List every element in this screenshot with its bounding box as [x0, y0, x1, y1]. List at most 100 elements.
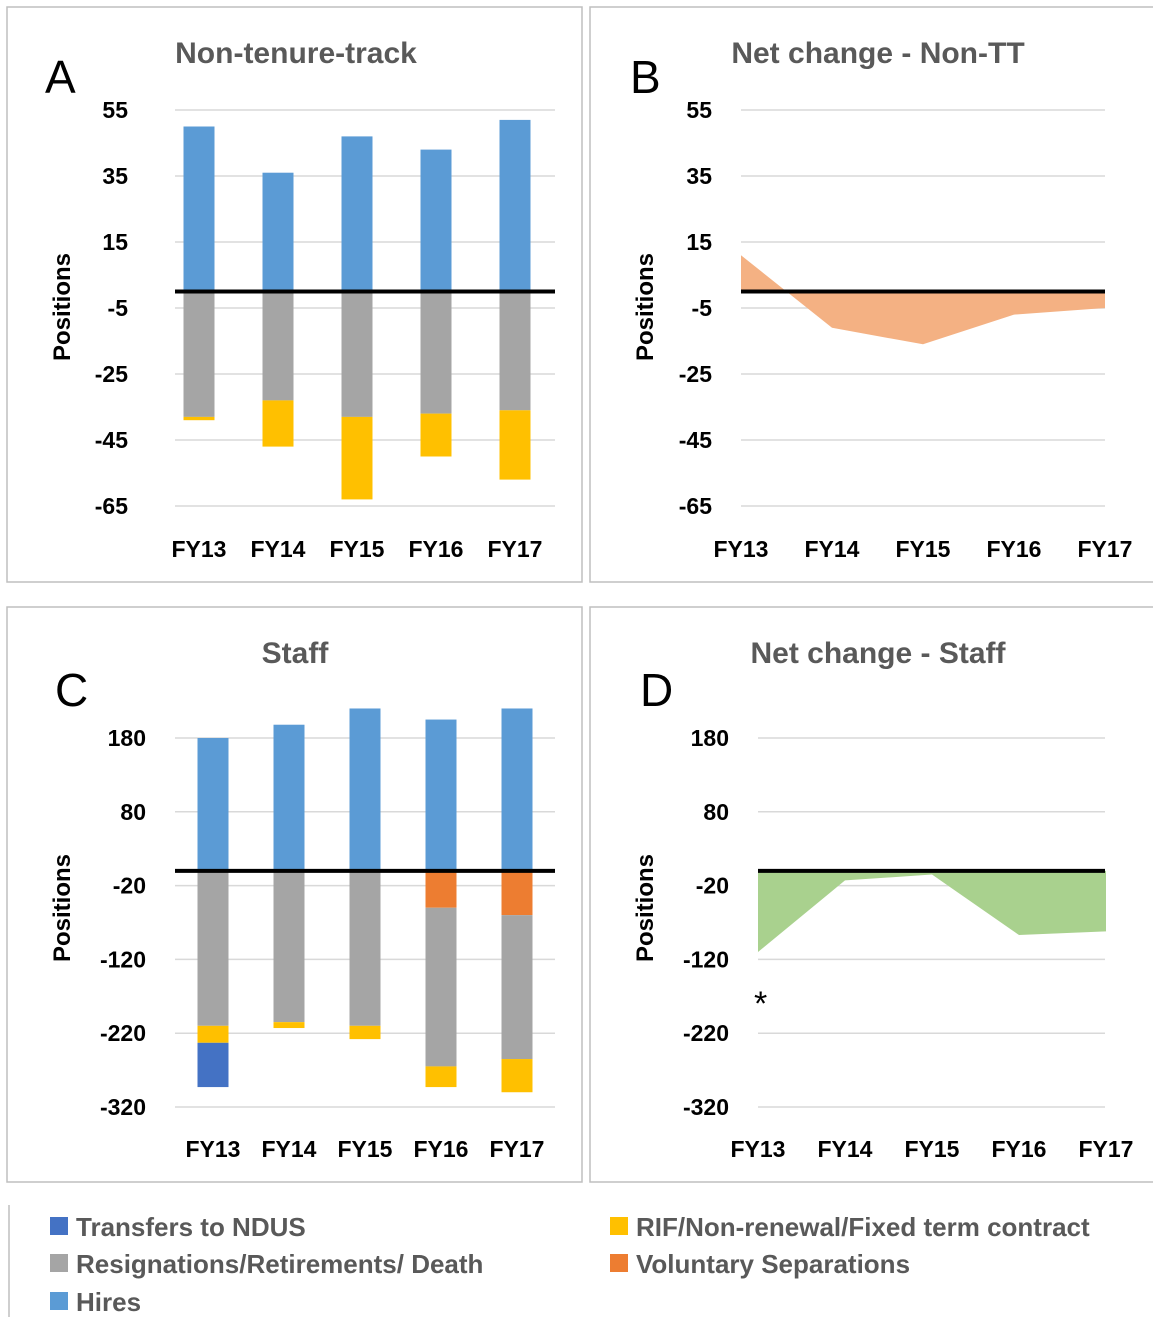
chart-a-xtick-label: FY14 [251, 536, 306, 562]
chart-a-xtick-label: FY16 [409, 536, 464, 562]
chart-a-ytick-label: -5 [108, 295, 129, 321]
chart-b-ytick-label: 15 [686, 229, 712, 255]
chart-a-ytick-label: -65 [95, 493, 128, 519]
chart-a-bar-resignations [499, 291, 531, 411]
chart-d-xtick-label: FY17 [1079, 1136, 1134, 1162]
chart-d-xtick-label: FY15 [905, 1136, 960, 1162]
chart-a-ylabel: Positions [49, 253, 76, 361]
chart-c-ytick-label: -120 [100, 946, 146, 972]
chart-c-bar-hires [197, 738, 229, 871]
panel-c-frame [6, 606, 583, 1183]
legend-swatch-rif [610, 1217, 628, 1235]
chart-c-ytick-label: -320 [100, 1094, 146, 1120]
chart-b-ytick-label: -45 [679, 427, 712, 453]
panel-a-frame [6, 6, 583, 583]
chart-b-xtick-label: FY13 [714, 536, 769, 562]
chart-c-xtick-label: FY16 [414, 1136, 469, 1162]
legend-label-voluntary: Voluntary Separations [636, 1249, 910, 1279]
chart-d-area [758, 870, 1106, 953]
legend-swatch-transfers [50, 1217, 68, 1235]
chart-c-bar-rif [197, 1025, 229, 1043]
chart-c-bar-resignations [501, 915, 533, 1060]
chart-c-bar-resignations [349, 870, 381, 1026]
chart-b-title: Net change - Non-TT [731, 37, 1024, 70]
chart-a-bar-rif [183, 416, 215, 421]
chart-c-bar-hires [273, 724, 305, 871]
legend-label-resignations: Resignations/Retirements/ Death [76, 1249, 483, 1279]
chart-b-ytick-label: -25 [679, 361, 712, 387]
chart-c-ytick-label: 180 [108, 725, 146, 751]
chart-c-ylabel: Positions [49, 854, 76, 962]
chart-d-ytick-label: -20 [696, 873, 729, 899]
chart-b-ytick-label: -65 [679, 493, 712, 519]
chart-a-xtick-label: FY17 [488, 536, 543, 562]
chart-c-bar-hires [425, 719, 457, 871]
chart-c-bar-rif [349, 1025, 381, 1040]
chart-a-plot: 55 35 15 -5 -25 -45 -65 FY13 FY14 FY15 FY16 FY17 [95, 97, 555, 562]
legend: Transfers to NDUS RIF/Non-renewal/Fixed t… [50, 1212, 1090, 1317]
chart-a-bar-rif [499, 410, 531, 480]
chart-a-ytick-label: 15 [102, 229, 128, 255]
chart-c-xtick-label: FY14 [262, 1136, 317, 1162]
chart-c-plot: 180 80 -20 -120 -220 -320 FY13 FY14 FY15 FY16 FY17 [100, 708, 555, 1162]
chart-c-xtick-label: FY17 [490, 1136, 545, 1162]
chart-a-ytick-label: -25 [95, 361, 128, 387]
chart-c-bar-rif [501, 1059, 533, 1093]
chart-d-xtick-label: FY13 [731, 1136, 786, 1162]
chart-a-title: Non-tenure-track [175, 37, 417, 70]
chart-c-bar-hires [349, 708, 381, 871]
chart-d-ytick-label: 80 [703, 799, 729, 825]
chart-d-ytick-label: -120 [683, 946, 729, 972]
chart-a-bar-rif [420, 413, 452, 457]
panel-letter-d: D [640, 664, 673, 716]
chart-a-bar-resignations [262, 291, 294, 401]
chart-d-ytick-label: -320 [683, 1094, 729, 1120]
chart-c-bar-resignations [425, 907, 457, 1067]
chart-c-bar-voluntary [425, 870, 457, 908]
chart-c-bar-resignations [273, 870, 305, 1023]
chart-b-ylabel: Positions [632, 253, 659, 361]
chart-c-bar-resignations [197, 870, 229, 1026]
chart-d-ytick-label: -220 [683, 1020, 729, 1046]
chart-c-bar-rif [425, 1066, 457, 1088]
legend-swatch-resignations [50, 1254, 68, 1272]
chart-d-ylabel: Positions [632, 854, 659, 962]
chart-c-ytick-label: 80 [120, 799, 146, 825]
chart-b-xtick-label: FY14 [805, 536, 860, 562]
chart-a-ytick-label: 35 [102, 163, 128, 189]
chart-a-ytick-label: -45 [95, 427, 128, 453]
chart-c-bar-hires [501, 708, 533, 871]
chart-b-xtick-label: FY15 [896, 536, 951, 562]
panel-letter-c: C [55, 664, 88, 716]
chart-c-bar-transfers [197, 1042, 229, 1088]
chart-d-ytick-label: 180 [691, 725, 729, 751]
chart-a-bar-hires [499, 119, 531, 292]
chart-c-title: Staff [262, 637, 330, 670]
chart-b-xtick-label: FY17 [1078, 536, 1133, 562]
chart-d-xtick-label: FY14 [818, 1136, 873, 1162]
chart-a-bar-rif [262, 400, 294, 447]
panel-b-frame [589, 6, 1153, 583]
chart-b-ytick-label: 35 [686, 163, 712, 189]
chart-a-ytick-label: 55 [102, 97, 128, 123]
legend-label-rif: RIF/Non-renewal/Fixed term contract [636, 1212, 1090, 1242]
chart-c-bar-voluntary [501, 870, 533, 916]
legend-label-transfers: Transfers to NDUS [76, 1212, 306, 1242]
legend-swatch-hires [50, 1292, 68, 1310]
chart-a-bar-resignations [183, 291, 215, 417]
legend-swatch-voluntary [610, 1254, 628, 1272]
chart-b-ytick-label: -5 [692, 295, 713, 321]
chart-a-bar-hires [183, 126, 215, 292]
chart-a-bar-hires [420, 149, 452, 292]
chart-c-bar-rif [273, 1022, 305, 1029]
chart-a-bar-hires [262, 172, 294, 292]
panel-letter-b: B [630, 51, 661, 103]
chart-a-bar-hires [341, 136, 373, 292]
chart-a-xtick-label: FY13 [172, 536, 227, 562]
legend-label-hires: Hires [76, 1287, 141, 1317]
chart-c-xtick-label: FY13 [186, 1136, 241, 1162]
chart-b-area [741, 255, 1105, 345]
